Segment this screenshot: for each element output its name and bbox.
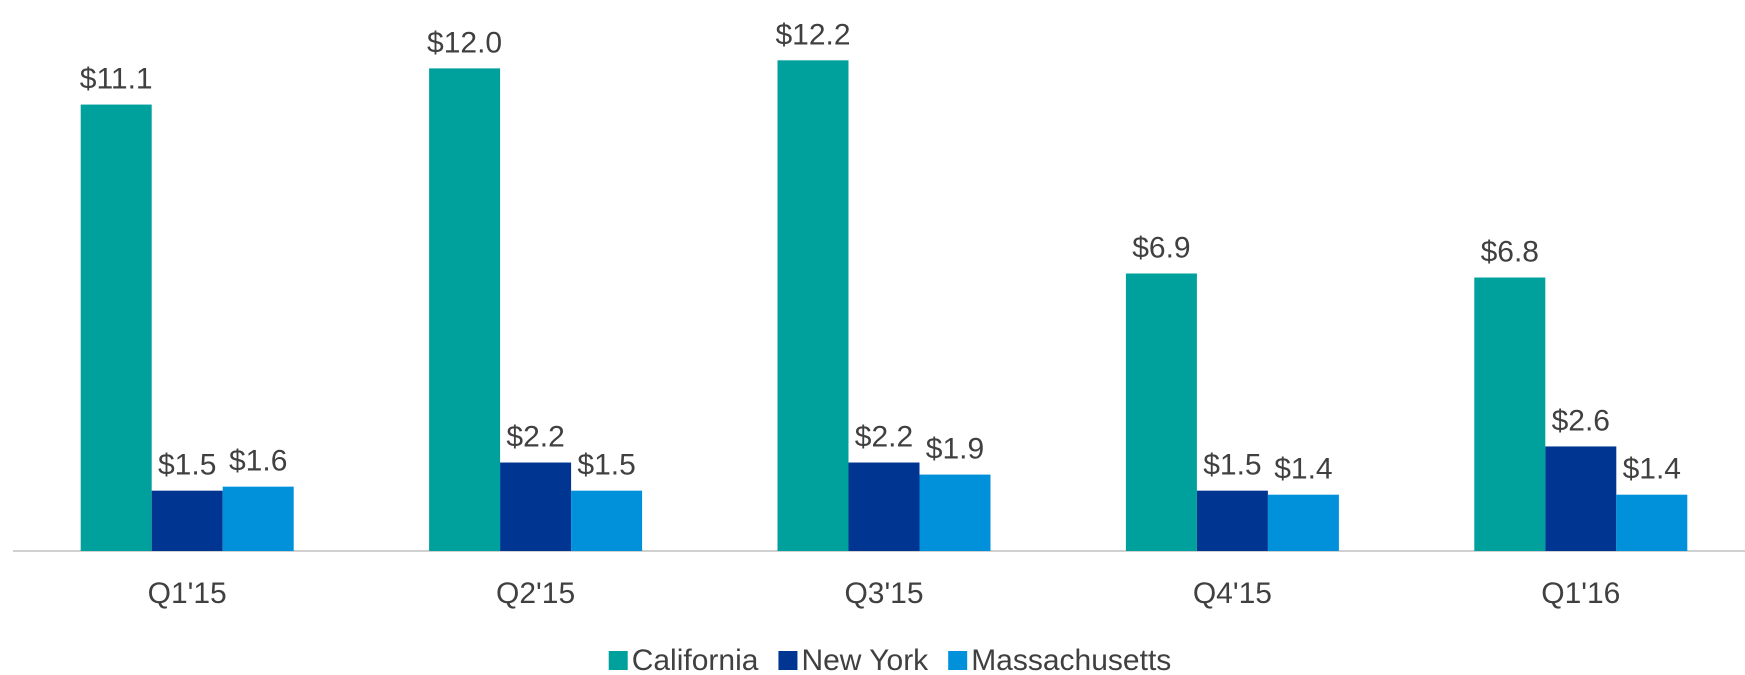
value-label: $6.8: [1481, 235, 1539, 268]
bar: [777, 60, 849, 552]
bar: [500, 462, 572, 551]
legend-label: Massachusetts: [971, 644, 1171, 675]
value-label: $12.2: [775, 18, 850, 51]
value-label: $2.2: [506, 420, 564, 453]
bar: [1267, 494, 1339, 551]
x-tick-label: Q2'15: [496, 577, 575, 610]
bar: [429, 68, 501, 552]
value-label: $1.5: [577, 449, 635, 482]
legend: California New York Massachusetts: [608, 644, 1171, 675]
bar: [1125, 273, 1197, 551]
bar: [571, 490, 643, 551]
value-label: $2.6: [1552, 404, 1610, 437]
bar: [1545, 446, 1617, 551]
bar: [919, 474, 991, 551]
bar: [151, 490, 223, 551]
value-label: $1.5: [1203, 449, 1261, 482]
value-label: $1.5: [158, 449, 216, 482]
value-label: $1.6: [229, 445, 287, 478]
value-label: $1.9: [926, 433, 984, 466]
value-label: $12.0: [427, 26, 502, 59]
bar: [222, 486, 294, 551]
value-label: $11.1: [80, 62, 153, 95]
legend-label: California: [632, 644, 759, 675]
value-label: $1.4: [1623, 453, 1681, 486]
value-label: $2.2: [855, 420, 913, 453]
bar: [848, 462, 920, 551]
legend-label: New York: [801, 644, 929, 675]
x-tick-label: Q1'15: [148, 577, 227, 610]
value-label: $1.4: [1274, 453, 1332, 486]
bar: [1474, 277, 1546, 551]
x-tick-label: Q4'15: [1193, 577, 1272, 610]
legend-swatch: [948, 651, 968, 670]
bar: [1616, 494, 1688, 551]
x-tick-label: Q1'16: [1541, 577, 1620, 610]
legend-swatch: [778, 651, 798, 670]
bar: [1196, 490, 1268, 551]
value-label: $6.9: [1132, 231, 1190, 264]
bar: [80, 104, 152, 552]
legend-swatch: [608, 651, 628, 670]
x-tick-label: Q3'15: [844, 577, 923, 610]
